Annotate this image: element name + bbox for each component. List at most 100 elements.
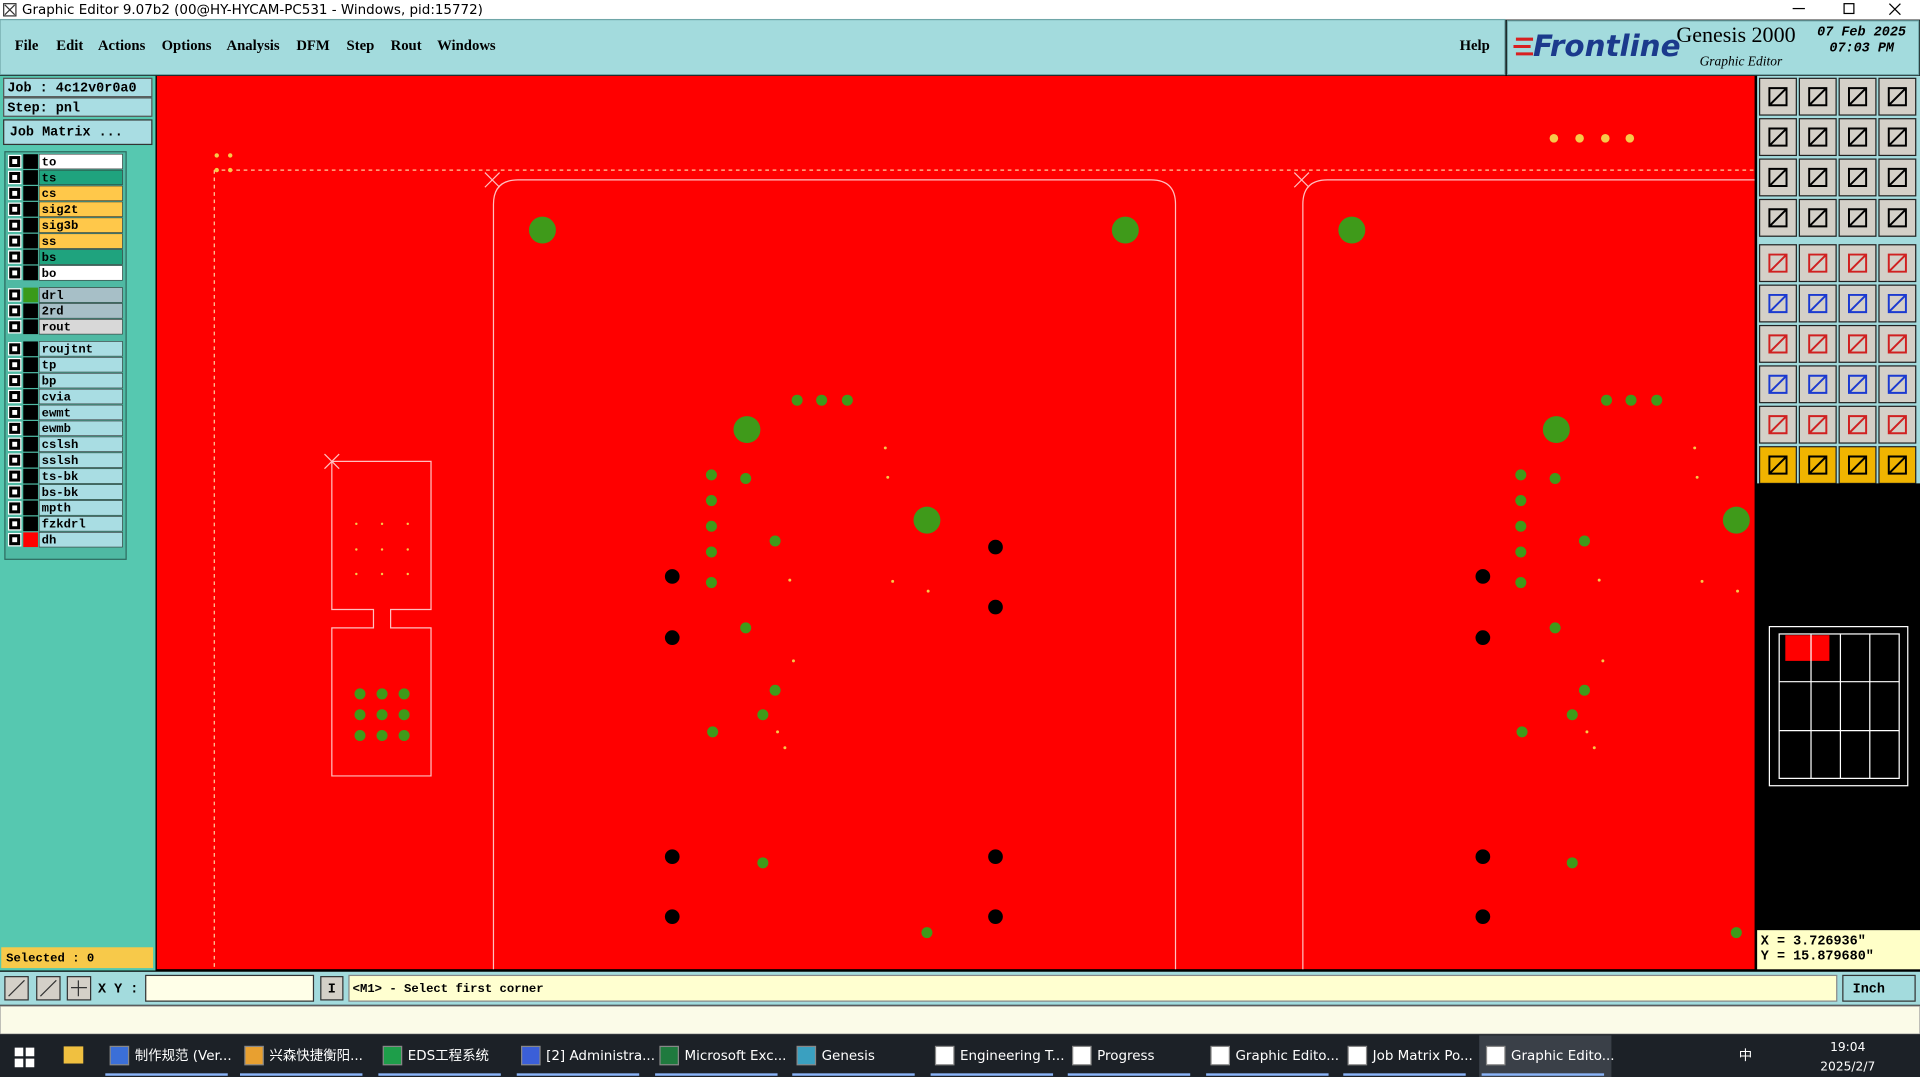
task-icon[interactable]: [934, 1045, 955, 1066]
layer-name[interactable]: cs: [42, 187, 57, 201]
layer-row[interactable]: [38, 468, 123, 484]
layer-row[interactable]: [38, 388, 123, 405]
layer-row[interactable]: [38, 201, 123, 217]
layer-row[interactable]: [38, 372, 123, 389]
units-button[interactable]: [1842, 974, 1916, 1002]
task-label[interactable]: Job Matrix Po...: [1372, 1049, 1473, 1064]
layer-indicator: [23, 421, 38, 436]
layer-row[interactable]: [38, 532, 123, 548]
layer-row[interactable]: [38, 233, 123, 249]
layer-row[interactable]: [38, 153, 123, 170]
layer-row[interactable]: [38, 169, 123, 186]
layer-row[interactable]: [38, 185, 123, 202]
layer-indicator: [23, 287, 38, 303]
layer-name[interactable]: ewmt: [42, 406, 71, 420]
menu-item[interactable]: Edit: [56, 38, 83, 54]
menu-item[interactable]: Step: [347, 38, 375, 54]
layer-row[interactable]: [38, 319, 123, 335]
restore[interactable]: [1843, 3, 1855, 15]
menu-item[interactable]: Rout: [391, 38, 422, 54]
layer-name[interactable]: bs-bk: [42, 486, 79, 500]
layer-name[interactable]: cvia: [42, 390, 72, 404]
task-icon[interactable]: [1347, 1045, 1368, 1066]
layer-name[interactable]: ewmb: [42, 422, 71, 436]
layer-row[interactable]: [38, 452, 123, 468]
layer-name[interactable]: rout: [42, 321, 71, 335]
menu-item[interactable]: File: [15, 38, 39, 54]
layer-name[interactable]: bs: [42, 251, 57, 265]
layer-row[interactable]: [38, 217, 123, 233]
layer-row[interactable]: [38, 420, 123, 437]
layer-name[interactable]: ts: [42, 171, 57, 185]
task-label[interactable]: Genesis: [822, 1049, 875, 1064]
layer-name[interactable]: mpth: [42, 502, 71, 516]
task-label[interactable]: 制作规范 (Ver...: [135, 1048, 232, 1064]
layer-row[interactable]: [38, 500, 123, 516]
layer-row[interactable]: [38, 357, 123, 373]
task-label[interactable]: [2] Administra...: [546, 1049, 655, 1064]
cursor-button[interactable]: [320, 976, 344, 1001]
layer-name[interactable]: dh: [42, 534, 57, 548]
task-icon[interactable]: [796, 1045, 817, 1066]
task-icon[interactable]: [109, 1045, 130, 1066]
task-label[interactable]: EDS工程系统: [408, 1048, 489, 1064]
layer-row[interactable]: [38, 265, 123, 281]
layer-name[interactable]: bp: [42, 374, 57, 388]
pad: [354, 730, 366, 742]
cursor-button-label[interactable]: I: [328, 982, 336, 997]
layer-row[interactable]: [38, 484, 123, 500]
layer-name[interactable]: 2rd: [42, 305, 64, 319]
menu-item[interactable]: Analysis: [227, 38, 280, 54]
layer-name[interactable]: bo: [42, 267, 57, 281]
task-icon[interactable]: [659, 1045, 679, 1066]
task-label[interactable]: Engineering T...: [960, 1049, 1064, 1064]
menu-item[interactable]: Windows: [437, 38, 496, 54]
task-icon[interactable]: [1485, 1045, 1506, 1066]
explorer-icon[interactable]: [63, 1046, 84, 1064]
xy-input[interactable]: [145, 974, 315, 1002]
layer-row[interactable]: [38, 436, 123, 452]
menu-item[interactable]: DFM: [296, 38, 330, 54]
layer-row[interactable]: [38, 303, 123, 319]
pad: [1549, 134, 1559, 143]
layer-indicator: [23, 373, 38, 388]
menu-help[interactable]: Help: [1460, 38, 1490, 54]
close[interactable]: [1888, 3, 1901, 16]
layer-name[interactable]: drl: [42, 289, 64, 303]
task-label[interactable]: 兴森快捷衡阳...: [269, 1048, 363, 1064]
job-matrix-label[interactable]: Job Matrix ...: [10, 126, 123, 141]
layer-name[interactable]: sslsh: [42, 454, 79, 468]
task-label[interactable]: Progress: [1097, 1049, 1154, 1064]
layer-row[interactable]: [38, 287, 123, 303]
task-underline: [930, 1073, 1054, 1076]
task-label[interactable]: Graphic Edito...: [1511, 1049, 1615, 1064]
task-label[interactable]: Graphic Edito...: [1236, 1049, 1340, 1064]
task-icon[interactable]: [382, 1045, 403, 1066]
layer-name[interactable]: ts-bk: [42, 470, 79, 484]
layer-name[interactable]: fzkdrl: [42, 518, 86, 532]
task-icon[interactable]: [1072, 1045, 1092, 1066]
layer-row[interactable]: [38, 249, 123, 265]
units-label[interactable]: Inch: [1853, 982, 1885, 997]
layer-name[interactable]: ss: [42, 235, 57, 249]
canvas[interactable]: [156, 75, 1755, 979]
ime[interactable]: 中: [1739, 1048, 1752, 1064]
task-icon[interactable]: [521, 1045, 541, 1066]
task-icon[interactable]: [1210, 1045, 1230, 1066]
layer-name[interactable]: sig3b: [42, 219, 79, 233]
start-button[interactable]: [14, 1047, 35, 1068]
layer-row[interactable]: [38, 341, 123, 357]
task-label[interactable]: Microsoft Exc...: [684, 1049, 786, 1064]
menu-item[interactable]: Options: [162, 38, 212, 54]
layer-checkbox-inner: [12, 308, 18, 314]
job-matrix-button[interactable]: [3, 119, 153, 146]
layer-row[interactable]: [38, 516, 123, 532]
layer-name[interactable]: roujtnt: [42, 343, 93, 357]
layer-name[interactable]: sig2t: [42, 203, 79, 217]
layer-name[interactable]: tp: [42, 359, 57, 373]
layer-name[interactable]: to: [42, 155, 57, 169]
layer-row[interactable]: [38, 404, 123, 421]
task-icon[interactable]: [244, 1045, 264, 1066]
menu-item[interactable]: Actions: [98, 38, 146, 54]
layer-name[interactable]: cslsh: [42, 438, 79, 452]
